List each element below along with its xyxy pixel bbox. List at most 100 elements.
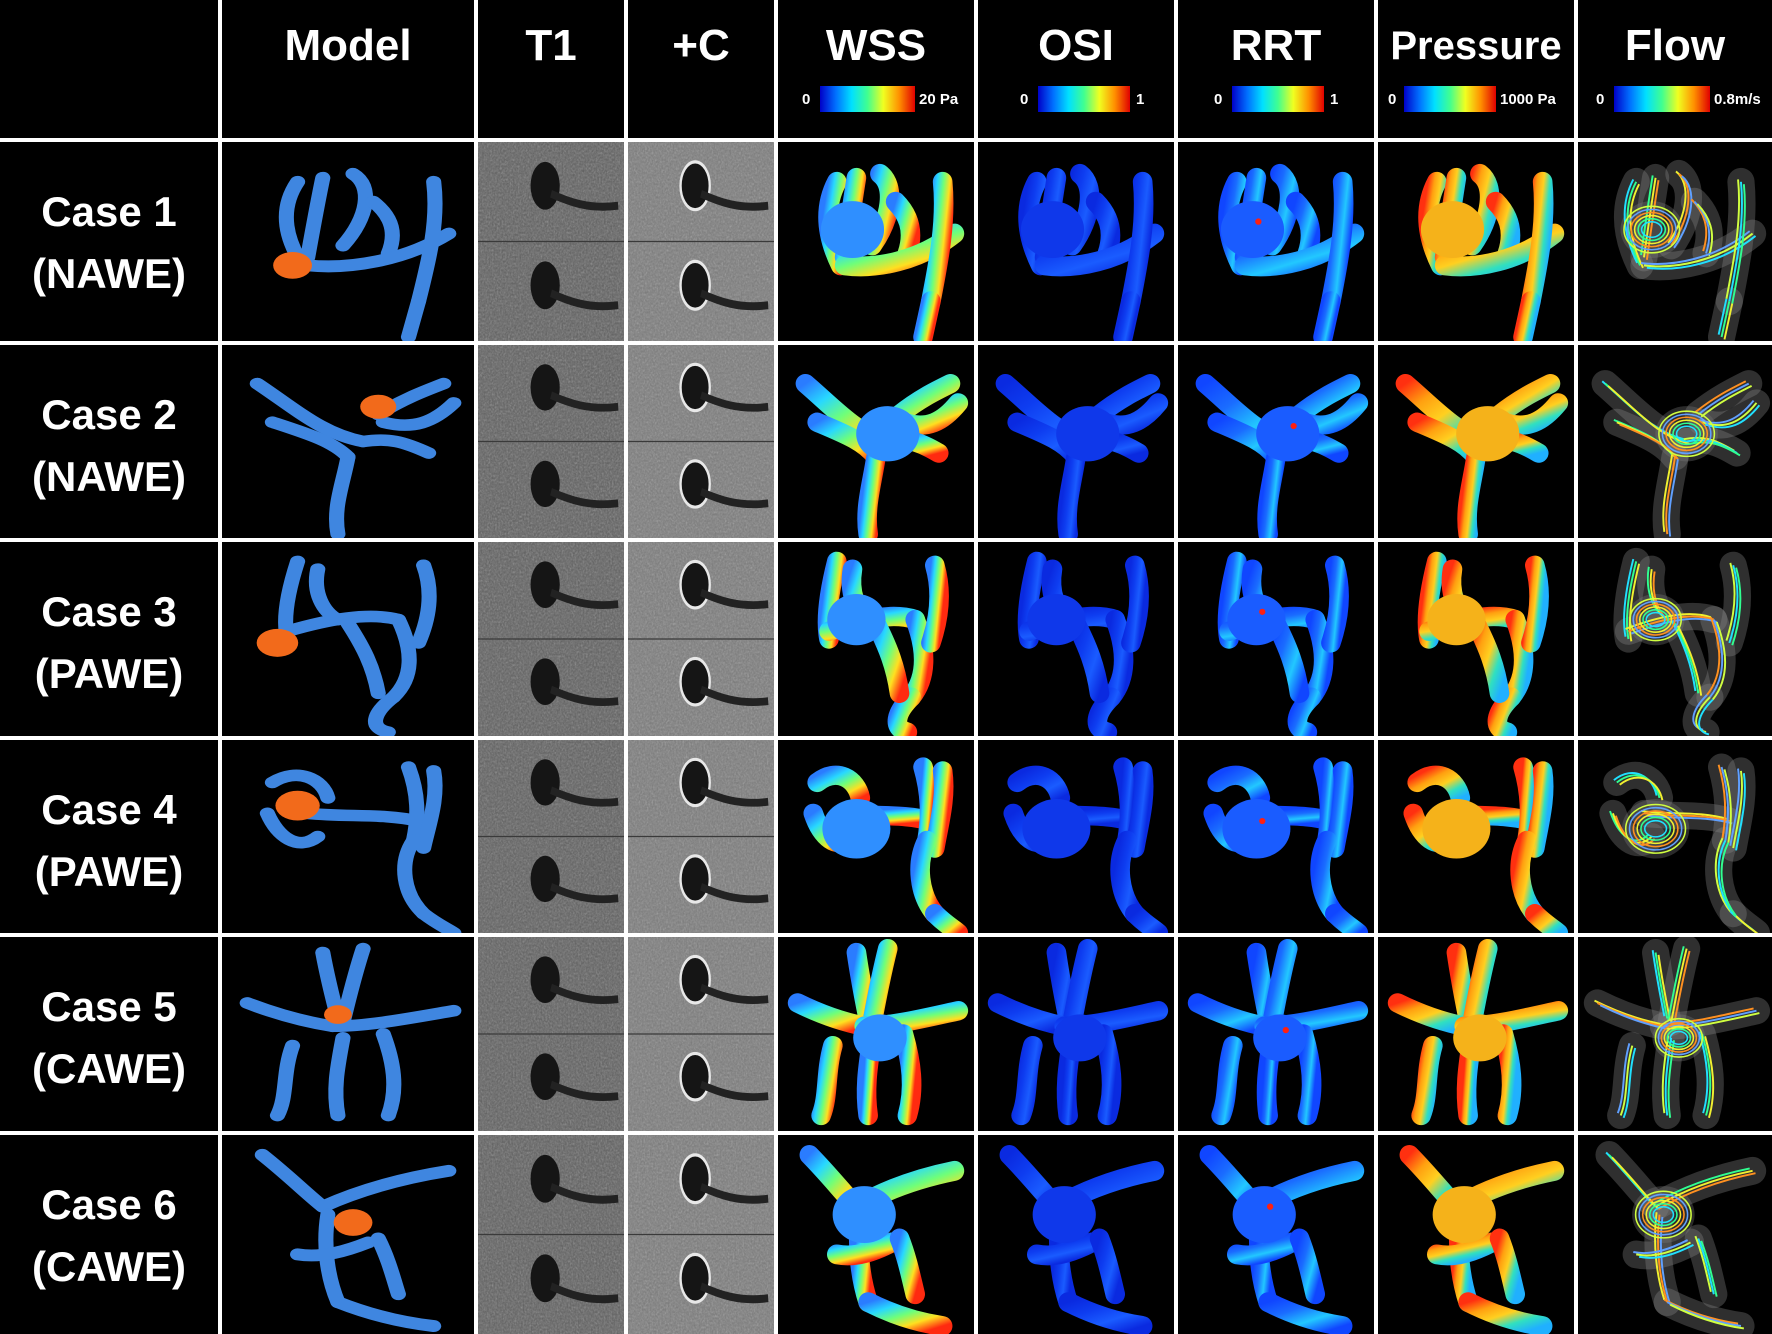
model-image (256, 555, 437, 736)
t1-panel-case-2 (478, 345, 624, 538)
wss-image (817, 551, 949, 736)
c-panel-case-4 (628, 740, 774, 933)
wss-colorbar (820, 86, 915, 112)
c-panel-case-5 (628, 937, 774, 1131)
wss-panel-case-1 (778, 142, 974, 341)
t1-image (478, 937, 624, 1131)
wss-panel-case-6 (778, 1135, 974, 1334)
row-label-case-2: Case 2 (NAWE) (0, 345, 218, 538)
rrt-panel-case-3 (1178, 542, 1374, 736)
case-name: Case 3 (41, 588, 177, 635)
osi-image (1018, 163, 1165, 341)
c-image (628, 542, 774, 736)
rrt-panel-case-4 (1178, 740, 1374, 933)
t1-image (478, 142, 624, 341)
c-panel-case-6 (628, 1135, 774, 1334)
rrt-image (1195, 373, 1369, 538)
header-pressure: Pressure 0 1000 Pa (1378, 0, 1574, 138)
c-image (628, 345, 774, 538)
flow-image (1591, 370, 1771, 538)
pressure-panel-case-2 (1378, 345, 1574, 538)
osi-panel-case-3 (978, 542, 1174, 736)
wss-panel-case-4 (778, 740, 974, 933)
row-label-case-5: Case 5 (CAWE) (0, 937, 218, 1131)
pressure-panel-case-3 (1378, 542, 1574, 736)
wss-scale-min: 0 (802, 91, 811, 108)
pressure-panel-case-6 (1378, 1135, 1574, 1334)
rrt-panel-case-1 (1178, 142, 1374, 341)
wss-image (787, 938, 969, 1126)
model-image (254, 1148, 457, 1333)
rrt-image (1203, 757, 1369, 933)
rrt-image (1217, 551, 1349, 736)
row-label-case-3: Case 3 (PAWE) (0, 542, 218, 736)
flow-scale-max: 0.8m/s (1714, 91, 1761, 108)
t1-image (478, 1135, 624, 1334)
row-label-case-1: Case 1 (NAWE) (0, 142, 218, 341)
header-flow: Flow 0 0.8m/s (1578, 0, 1772, 138)
model-panel-case-6 (222, 1135, 474, 1334)
t1-image (478, 345, 624, 538)
case-group: (NAWE) (32, 250, 186, 297)
t1-panel-case-4 (478, 740, 624, 933)
pressure-image (1403, 757, 1569, 933)
header-c: +C (628, 0, 774, 138)
wss-panel-case-2 (778, 345, 974, 538)
rrt-panel-case-6 (1178, 1135, 1374, 1334)
osi-scale-max: 1 (1136, 91, 1145, 108)
c-panel-case-3 (628, 542, 774, 736)
rrt-panel-case-2 (1178, 345, 1374, 538)
rrt-image (1187, 938, 1369, 1126)
wss-image (803, 757, 969, 933)
c-panel-case-1 (628, 142, 774, 341)
flow-image (1599, 753, 1771, 933)
column-title-flow: Flow (1624, 21, 1726, 70)
model-panel-case-3 (222, 542, 474, 736)
model-image (273, 167, 457, 341)
row-label-case-4: Case 4 (PAWE) (0, 740, 218, 933)
pressure-image (1399, 1144, 1565, 1334)
column-title-osi: OSI (1038, 21, 1114, 70)
c-panel-case-2 (628, 345, 774, 538)
osi-panel-case-2 (978, 345, 1174, 538)
rrt-scale-min: 0 (1214, 91, 1223, 108)
t1-panel-case-5 (478, 937, 624, 1131)
case-name: Case 6 (41, 1181, 177, 1228)
osi-colorbar (1038, 86, 1130, 112)
t1-image (478, 542, 624, 736)
column-title-rrt: RRT (1230, 21, 1322, 70)
c-image (628, 142, 774, 341)
column-title-wss: WSS (825, 21, 927, 70)
rrt-scale-max: 1 (1330, 91, 1339, 108)
model-image (239, 942, 462, 1122)
pressure-scale-max: 1000 Pa (1500, 91, 1556, 108)
wss-image (795, 373, 969, 538)
c-image (628, 740, 774, 933)
pressure-image (1387, 938, 1569, 1126)
header-model: Model (222, 0, 474, 138)
header-osi: OSI 0 1 (978, 0, 1174, 138)
pressure-panel-case-5 (1378, 937, 1574, 1131)
pressure-image (1417, 551, 1549, 736)
flow-image (1583, 937, 1771, 1130)
header-t1: T1 (478, 0, 624, 138)
model-panel-case-2 (222, 345, 474, 538)
flow-panel-case-5 (1578, 937, 1772, 1131)
t1-panel-case-6 (478, 1135, 624, 1334)
wss-panel-case-3 (778, 542, 974, 736)
case-name: Case 1 (41, 188, 177, 235)
t1-image (478, 740, 624, 933)
flow-colorbar (1614, 86, 1710, 112)
rrt-image (1218, 163, 1365, 341)
row-label-case-6: Case 6 (CAWE) (0, 1135, 218, 1334)
t1-panel-case-1 (478, 142, 624, 341)
osi-image (1017, 551, 1149, 736)
flow-panel-case-3 (1578, 542, 1772, 736)
osi-panel-case-6 (978, 1135, 1174, 1334)
flow-panel-case-1 (1578, 142, 1772, 341)
osi-panel-case-1 (978, 142, 1174, 341)
header-rrt: RRT 0 1 (1178, 0, 1374, 138)
flow-scale-min: 0 (1596, 91, 1605, 108)
pressure-panel-case-4 (1378, 740, 1574, 933)
